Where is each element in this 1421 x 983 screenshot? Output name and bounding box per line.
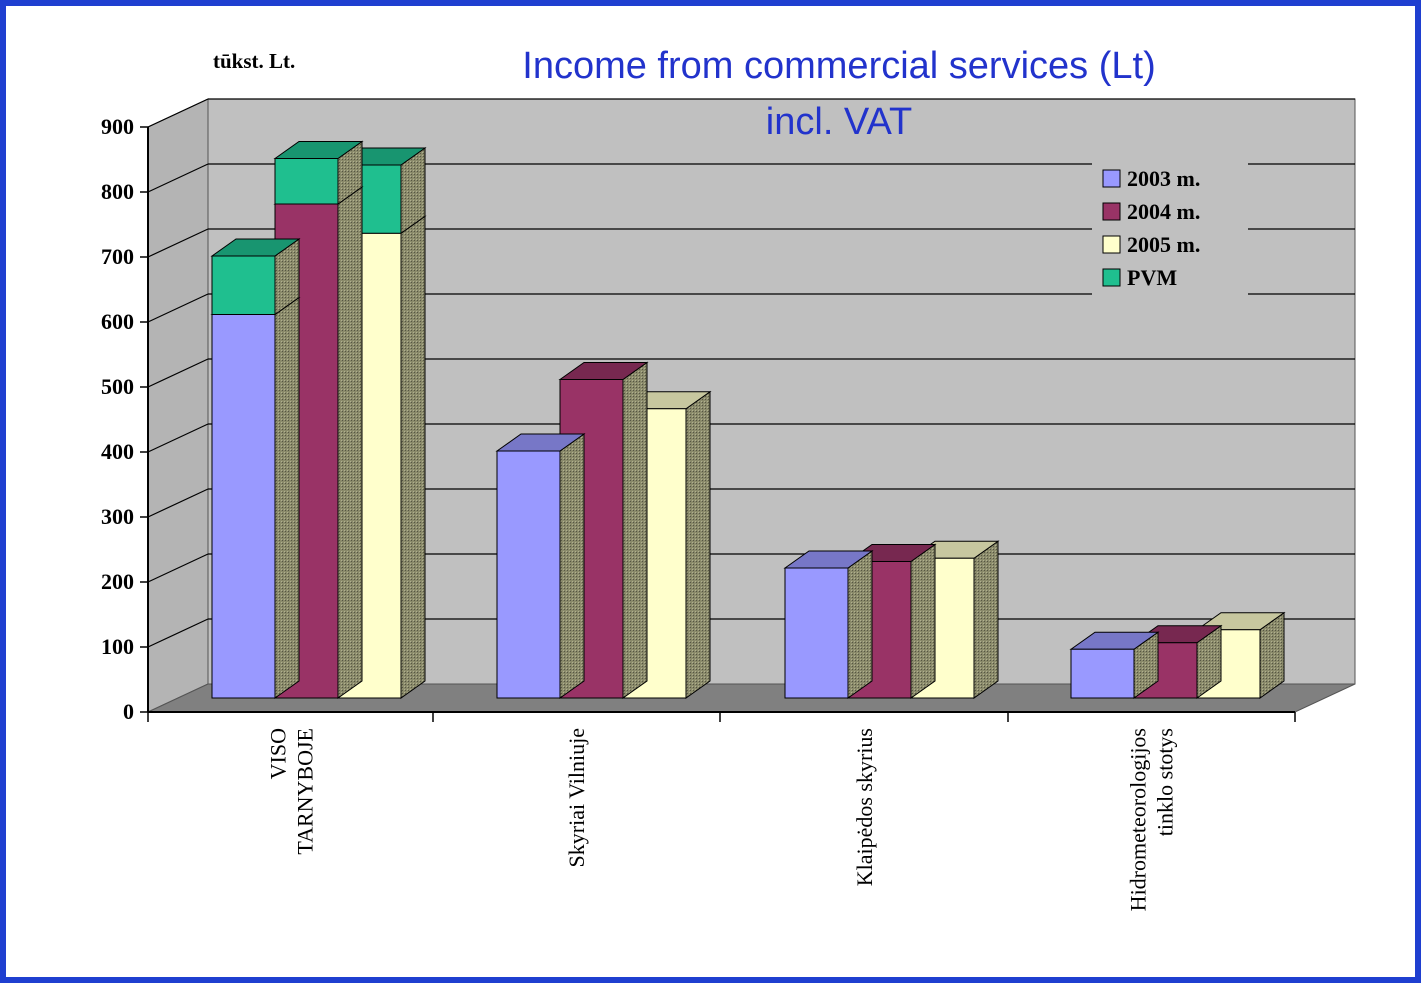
bar-2-2-side xyxy=(973,540,999,699)
legend: 2003 m. 2004 m. 2005 m. PVM xyxy=(1092,163,1248,305)
bar-pvm-0-1-front xyxy=(274,158,339,205)
gridline-side xyxy=(147,358,209,388)
category-label-line: Klaipėdos skyrius xyxy=(852,728,877,886)
y-tick-label: 500 xyxy=(101,374,134,399)
bar-2-0-front xyxy=(784,567,849,699)
bar-pvm-0-2 xyxy=(336,147,427,235)
bar-pvm-0-1 xyxy=(273,140,364,205)
bar-2-0 xyxy=(783,550,874,699)
chart-title-line-1: Income from commercial services (Lt) xyxy=(522,45,1155,87)
bar-1-2-side xyxy=(685,390,711,699)
gridline-side xyxy=(147,163,209,193)
y-tick-label: 900 xyxy=(101,114,134,139)
legend-swatch xyxy=(1102,235,1121,254)
bar-1-0 xyxy=(495,433,586,699)
chart-walls xyxy=(147,98,1356,713)
y-tick-label: 200 xyxy=(101,569,134,594)
gridline-side xyxy=(147,293,209,323)
legend-label: 2004 m. xyxy=(1127,199,1200,224)
y-tick-label: 800 xyxy=(101,179,134,204)
category-label-line: tinklo stotys xyxy=(1153,728,1178,836)
legend-item-3: PVM xyxy=(1102,265,1177,290)
y-axis-unit-label: tūkst. Lt. xyxy=(213,49,295,73)
bar-0-0 xyxy=(210,296,301,699)
y-tick-label: 700 xyxy=(101,244,134,269)
bar-0-2-side xyxy=(400,215,426,699)
legend-item-1: 2004 m. xyxy=(1102,199,1200,224)
category-label-line: Skyriai Vilniuje xyxy=(564,728,589,867)
bar-pvm-0-0-front xyxy=(211,255,276,315)
category-label-3: Hidrometeorologijos tinklo stotys xyxy=(1126,728,1178,911)
chart-title-line-2: incl. VAT xyxy=(766,101,912,143)
side-wall xyxy=(147,98,209,713)
gridline-side xyxy=(147,423,209,453)
bar-0-0-front xyxy=(211,314,276,699)
bar-2-0-side xyxy=(847,550,873,699)
bar-0-0-side xyxy=(274,296,300,699)
x-axis-categories: VISO TARNYBOJE Skyriai Vilniuje Klaipėdos s… xyxy=(266,728,1178,911)
gridline-side xyxy=(147,618,209,648)
legend-label: 2005 m. xyxy=(1127,232,1200,257)
category-label-1: Skyriai Vilniuje xyxy=(564,728,589,867)
bar-1-0-side xyxy=(559,433,585,699)
bar-1-0-front xyxy=(496,450,561,699)
y-axis-ticks: 0 100 200 300 400 500 600 700 800 900 xyxy=(101,114,148,724)
category-label-2: Klaipėdos skyrius xyxy=(852,728,877,886)
category-label-line: TARNYBOJE xyxy=(293,728,318,855)
gridline-side xyxy=(147,98,209,128)
legend-swatch xyxy=(1102,202,1121,221)
axes xyxy=(147,127,1296,722)
legend-swatch xyxy=(1102,169,1121,188)
bar-3-2 xyxy=(1195,611,1286,699)
y-tick-label: 300 xyxy=(101,504,134,529)
legend-swatch xyxy=(1102,268,1121,287)
category-label-line: VISO xyxy=(266,728,291,779)
bars xyxy=(210,140,1286,699)
category-label-line: Hidrometeorologijos xyxy=(1126,728,1151,911)
legend-item-0: 2003 m. xyxy=(1102,166,1200,191)
legend-label: PVM xyxy=(1127,265,1177,290)
y-tick-label: 0 xyxy=(123,699,134,724)
legend-item-2: 2005 m. xyxy=(1102,232,1200,257)
gridline-side xyxy=(147,553,209,583)
bar-pvm-0-0 xyxy=(210,238,301,316)
gridline-side xyxy=(147,228,209,258)
gridline-side xyxy=(147,488,209,518)
bar-1-1-side xyxy=(622,361,648,699)
legend-label: 2003 m. xyxy=(1127,166,1200,191)
y-tick-label: 100 xyxy=(101,634,134,659)
bar-0-1-side xyxy=(337,186,363,699)
bar-3-0 xyxy=(1069,631,1160,699)
bar-3-0-front xyxy=(1070,648,1135,699)
y-tick-label: 600 xyxy=(101,309,134,334)
category-label-0: VISO TARNYBOJE xyxy=(266,728,318,855)
y-tick-label: 400 xyxy=(101,439,134,464)
bar-2-1-side xyxy=(910,543,936,699)
